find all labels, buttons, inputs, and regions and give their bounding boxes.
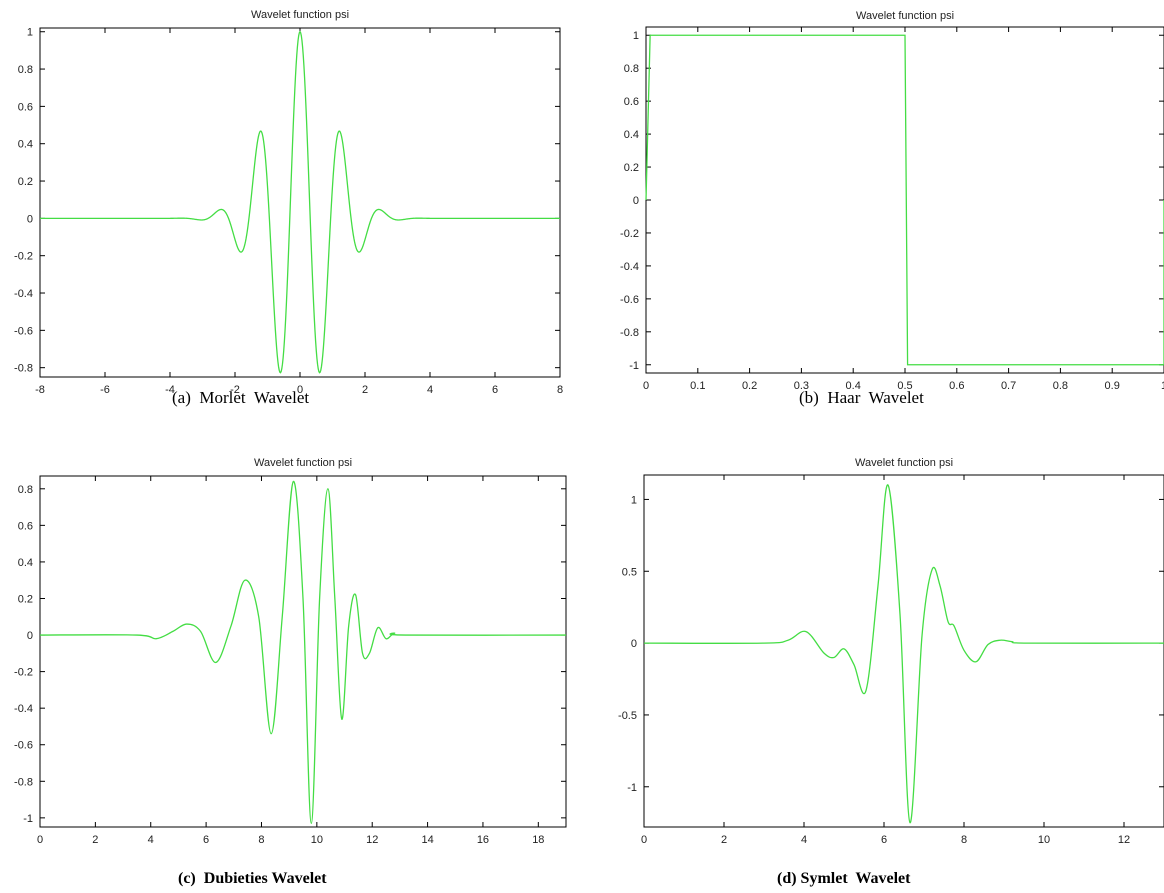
x-tick-label: 0.7 (1001, 380, 1016, 392)
panel-symlet: Wavelet function psi 0 2 4 6 8 10 12 -1 -0.5 0 0.5 1… (582, 448, 1164, 893)
x-tick-label: 0.9 (1105, 380, 1120, 392)
panel-haar: Wavelet function psi 0 0.1 0.2 0.3 0.4 0.5 0.6 0… (582, 0, 1164, 445)
x-tick-label: 12 (366, 834, 378, 846)
x-tick-label: -4 (165, 384, 175, 396)
y-tick-label: -0.4 (14, 288, 33, 300)
x-tick-label: 0.1 (690, 380, 705, 392)
x-tick-label: 0.2 (742, 380, 757, 392)
x-tick-label: 16 (477, 834, 489, 846)
x-tick-label: 0 (641, 834, 647, 846)
y-tick-label: -0.4 (620, 261, 639, 273)
x-tick-label: 0.3 (794, 380, 809, 392)
chart-haar: Wavelet function psi 0 0.1 0.2 0.3 0.4 0.5 0.6 0… (620, 10, 1164, 392)
x-tick-label: 6 (492, 384, 498, 396)
y-tick-label: 1 (631, 494, 637, 506)
x-tick-label: 0.6 (949, 380, 964, 392)
y-tick-label: 0.4 (18, 557, 33, 569)
x-tick-label: 1 (1161, 380, 1164, 392)
panel-morlet: Wavelet function psi -8 -6 -4 -2 0 2 4 6 8 -0.8 -0.… (0, 0, 580, 445)
y-tick-label: 0.8 (18, 64, 33, 76)
y-tick-label: 0.4 (18, 139, 33, 151)
y-tick-label: 0.6 (18, 520, 33, 532)
caption-symlet: (d) Symlet Wavelet (777, 870, 911, 887)
x-tick-label: 14 (421, 834, 433, 846)
x-tick-label: 18 (532, 834, 544, 846)
x-tick-label: 4 (427, 384, 433, 396)
x-tick-label: 4 (801, 834, 807, 846)
x-tick-label: 12 (1118, 834, 1130, 846)
x-tick-label: 10 (311, 834, 323, 846)
x-tick-label: 2 (721, 834, 727, 846)
caption-haar: (b) Haar Wavelet (799, 388, 924, 407)
y-tick-label: 0.8 (624, 63, 639, 75)
y-tick-label: 0 (27, 630, 33, 642)
chart-title: Wavelet function psi (855, 457, 953, 469)
x-tick-label: -6 (100, 384, 110, 396)
x-tick-label: 8 (258, 834, 264, 846)
y-tick-label: 0 (633, 195, 639, 207)
y-tick-label: 0.8 (18, 484, 33, 496)
chart-daubechies: Wavelet function psi 0 2 4 6 8 10 12 14 16 18 -1 -0.… (14, 457, 567, 846)
chart-title: Wavelet function psi (251, 9, 349, 21)
y-tick-label: 1 (27, 27, 33, 39)
series-line (645, 34, 1164, 366)
y-tick-label: -0.8 (14, 776, 33, 788)
x-tick-label: 8 (961, 834, 967, 846)
x-tick-label: 0 (643, 380, 649, 392)
x-tick-label: 0 (37, 834, 43, 846)
y-tick-label: 1 (633, 30, 639, 42)
x-tick-label: 6 (881, 834, 887, 846)
x-tick-label: -8 (35, 384, 45, 396)
series-line (39, 480, 567, 824)
y-tick-label: -0.2 (14, 251, 33, 263)
panel-daubechies: Wavelet function psi 0 2 4 6 8 10 12 14 16 18 -1 -0.… (0, 448, 580, 893)
plot-frame (643, 474, 1164, 828)
x-tick-label: 6 (203, 834, 209, 846)
series-line (643, 484, 1164, 824)
y-tick-label: -1 (629, 360, 639, 372)
y-tick-label: -0.8 (620, 327, 639, 339)
x-tick-label: 4 (148, 834, 154, 846)
y-tick-label: -0.6 (14, 740, 33, 752)
caption-daubechies: (c) Dubieties Wavelet (178, 870, 327, 887)
y-tick-label: -0.5 (618, 710, 637, 722)
y-tick-label: 0.5 (622, 566, 637, 578)
x-tick-label: 10 (1038, 834, 1050, 846)
chart-symlet: Wavelet function psi 0 2 4 6 8 10 12 -1 -0.5 0 0.5 1 (618, 457, 1164, 846)
y-tick-label: 0.2 (18, 176, 33, 188)
y-tick-label: 0.2 (18, 593, 33, 605)
chart-morlet: Wavelet function psi -8 -6 -4 -2 0 2 4 6 8 -0.8 -0.… (14, 9, 563, 396)
y-tick-label: 0.6 (18, 101, 33, 113)
y-tick-label: -0.2 (14, 667, 33, 679)
x-tick-label: 2 (92, 834, 98, 846)
y-tick-label: -0.6 (620, 294, 639, 306)
x-tick-label: -2 (230, 384, 240, 396)
chart-title: Wavelet function psi (254, 457, 352, 469)
y-tick-label: -0.4 (14, 703, 33, 715)
caption-morlet: (a) Morlet Wavelet (172, 388, 310, 407)
y-tick-label: -1 (627, 782, 637, 794)
x-tick-label: 0.4 (846, 380, 861, 392)
chart-title: Wavelet function psi (856, 10, 954, 22)
x-tick-label: 8 (557, 384, 563, 396)
y-tick-label: -0.6 (14, 325, 33, 337)
y-tick-label: 0 (27, 213, 33, 225)
plot-frame (39, 475, 567, 828)
y-tick-label: -0.8 (14, 363, 33, 375)
x-tick-label: 2 (362, 384, 368, 396)
y-tick-label: -1 (23, 813, 33, 825)
plot-frame (39, 27, 561, 378)
y-tick-label: 0.6 (624, 96, 639, 108)
x-tick-label: 0.8 (1053, 380, 1068, 392)
x-tick-label: 0 (297, 384, 303, 396)
x-tick-label: 0.5 (897, 380, 912, 392)
series-line (40, 30, 560, 374)
y-tick-label: 0.4 (624, 129, 639, 141)
y-tick-label: 0 (631, 638, 637, 650)
y-tick-label: -0.2 (620, 228, 639, 240)
y-tick-label: 0.2 (624, 162, 639, 174)
